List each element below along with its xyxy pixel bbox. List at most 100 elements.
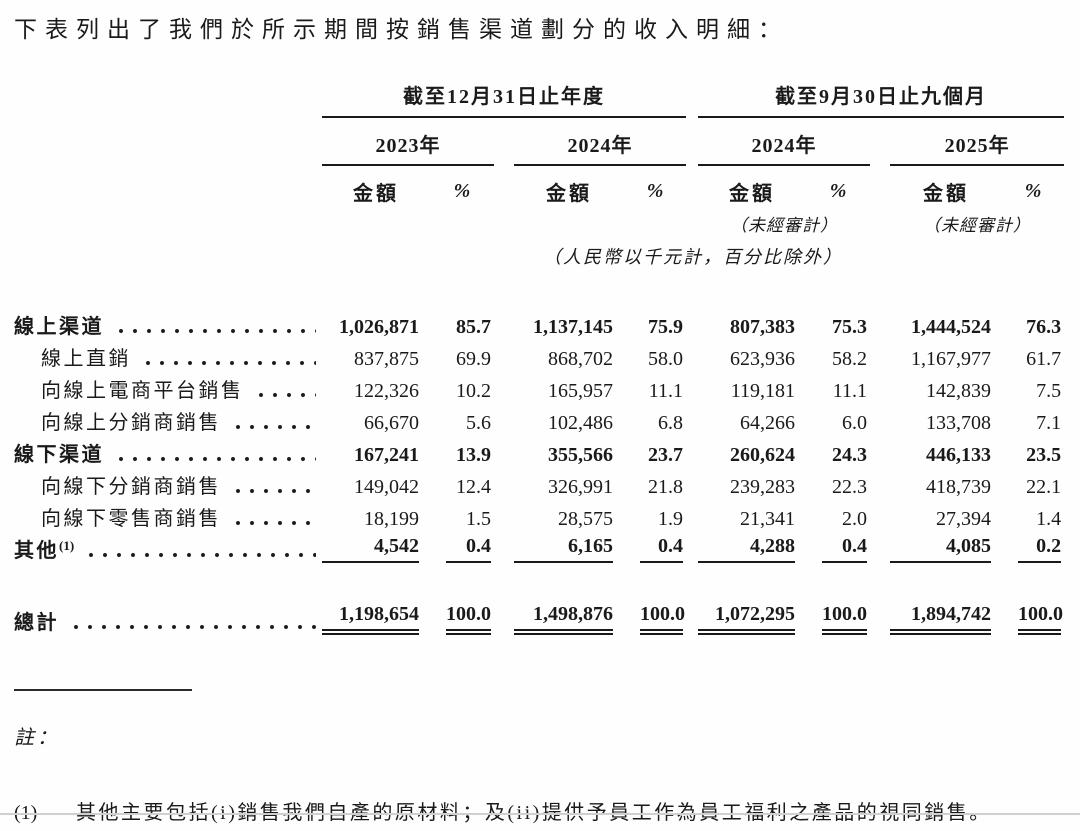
amount-header: 金額 [546, 183, 592, 205]
cell-amount: 355,566 [548, 444, 613, 466]
cell-percent: 1.9 [658, 508, 684, 530]
cell-percent: 0.4 [430, 531, 494, 563]
note-heading: 註： [14, 727, 60, 749]
year-2024: 2024年 [514, 117, 687, 166]
cell-amount: 326,991 [548, 476, 613, 498]
row-label: 向線上電商平台銷售 [41, 380, 244, 402]
cell-percent: 21.8 [648, 476, 684, 498]
cell-percent: 23.7 [648, 444, 684, 466]
row-label: 線下渠道 [14, 444, 104, 466]
row-label: 向線上分銷商銷售 [41, 412, 221, 434]
cell-percent: 76.3 [1026, 316, 1062, 338]
dot-leader [231, 406, 316, 435]
cell-amount: 4,085 [890, 531, 1002, 563]
cell-amount: 446,133 [926, 444, 992, 466]
cell-percent: 11.1 [832, 380, 868, 402]
cell-amount: 1,137,145 [533, 316, 613, 338]
cell-amount: 239,283 [730, 476, 796, 498]
percent-header: % [829, 180, 847, 202]
amount-header: 金額 [353, 183, 399, 205]
cell-percent: 11.1 [648, 380, 684, 402]
cell-amount: 4,542 [322, 531, 430, 563]
spacer-row [14, 563, 1064, 597]
cell-percent: 75.9 [648, 316, 684, 338]
cell-percent: 13.9 [456, 444, 491, 466]
intro-sentence: 下表列出了我們於所示期間按銷售渠道劃分的收入明細： [14, 17, 789, 42]
row-label: 其他 [14, 540, 59, 562]
table-row-offline-channels: 線下渠道 167,241 13.9 355,566 23.7 260,624 2… [14, 435, 1064, 467]
cell-percent: 1.5 [466, 508, 491, 530]
cell-percent: 2.0 [842, 508, 868, 530]
cell-amount: 18,199 [364, 508, 419, 530]
cell-amount: 66,670 [364, 412, 419, 434]
cell-percent: 0.4 [624, 531, 686, 563]
unaudited-row: （未經審計） （未經審計） [14, 208, 1064, 236]
page-bottom-rule [0, 813, 1080, 815]
cell-amount: 28,575 [558, 508, 613, 530]
cell-percent: 22.3 [832, 476, 868, 498]
cell-percent: 23.5 [1026, 444, 1062, 466]
cell-amount: 1,444,524 [911, 316, 992, 338]
cell-amount: 1,167,977 [911, 348, 992, 370]
units-note-row: （人民幣以千元計，百分比除外） [14, 236, 1064, 269]
cell-percent: 75.3 [832, 316, 868, 338]
dot-leader [253, 374, 316, 403]
cell-amount: 807,383 [730, 316, 796, 338]
units-note: （人民幣以千元計，百分比除外） [543, 247, 844, 267]
dot-leader [114, 438, 316, 467]
amount-percent-header-row: 金額 % 金額 % 金額 % 金額 % [14, 165, 1064, 208]
cell-percent: 85.7 [456, 316, 491, 338]
footnote-divider [14, 689, 192, 691]
percent-header: % [453, 180, 471, 202]
cell-percent: 22.1 [1026, 476, 1062, 498]
row-label: 線上渠道 [14, 316, 104, 338]
cell-percent: 100.0 [624, 597, 686, 635]
cell-amount: 1,198,654 [322, 597, 430, 635]
dot-leader [114, 310, 316, 339]
table-row-offline-retailers: 向線下零售商銷售 18,199 1.5 28,575 1.9 21,341 2.… [14, 499, 1064, 531]
dot-leader [231, 470, 316, 499]
cell-amount: 21,341 [740, 508, 796, 530]
period-group-row: 截至12月31日止年度 截至9月30日止九個月 [14, 80, 1065, 118]
cell-amount: 119,181 [730, 380, 796, 402]
cell-percent: 69.9 [456, 348, 491, 370]
period-group-nine-months: 截至9月30日止九個月 [698, 80, 1065, 118]
cell-percent: 12.4 [456, 476, 491, 498]
percent-header: % [1024, 180, 1042, 202]
spacer-row [14, 269, 1064, 307]
dot-leader [84, 534, 316, 563]
dot-leader [69, 606, 316, 635]
cell-amount: 149,042 [354, 476, 419, 498]
cell-percent: 58.0 [648, 348, 684, 370]
table-row-online-direct-sales: 線上直銷 837,875 69.9 868,702 58.0 623,936 5… [14, 339, 1064, 371]
period-group-year-ended: 截至12月31日止年度 [322, 80, 687, 118]
cell-amount: 1,894,742 [890, 597, 1002, 635]
cell-amount: 64,266 [740, 412, 796, 434]
table-row-online-ecommerce-platforms: 向線上電商平台銷售 122,326 10.2 165,957 11.1 119,… [14, 371, 1064, 403]
cell-amount: 1,072,295 [698, 597, 806, 635]
cell-amount: 623,936 [730, 348, 796, 370]
row-label: 線上直銷 [41, 348, 131, 370]
table-row-online-distributors: 向線上分銷商銷售 66,670 5.6 102,486 6.8 64,266 6… [14, 403, 1064, 435]
unaudited-label: （未經審計） [923, 216, 1032, 235]
cell-percent: 5.6 [466, 412, 491, 434]
cell-percent: 6.8 [658, 412, 684, 434]
year-2024-nine-months: 2024年 [698, 117, 871, 166]
year-2023: 2023年 [322, 117, 494, 166]
amount-header: 金額 [729, 183, 776, 205]
row-label: 向線下分銷商銷售 [41, 476, 221, 498]
cell-amount: 418,739 [926, 476, 992, 498]
cell-percent: 0.2 [1002, 531, 1064, 563]
row-label: 總計 [14, 612, 59, 634]
table-row-online-channels: 線上渠道 1,026,871 85.7 1,137,145 75.9 807,3… [14, 307, 1064, 339]
revenue-by-channel-table: 截至12月31日止年度 截至9月30日止九個月 2023年 2024年 2024… [14, 80, 1065, 635]
row-label: 向線下零售商銷售 [41, 508, 221, 530]
cell-percent: 7.1 [1036, 412, 1062, 434]
cell-percent: 1.4 [1036, 508, 1062, 530]
cell-amount: 837,875 [354, 348, 419, 370]
cell-percent: 61.7 [1026, 348, 1062, 370]
cell-amount: 122,326 [354, 380, 419, 402]
cell-amount: 6,165 [514, 531, 624, 563]
cell-amount: 1,026,871 [339, 316, 419, 338]
